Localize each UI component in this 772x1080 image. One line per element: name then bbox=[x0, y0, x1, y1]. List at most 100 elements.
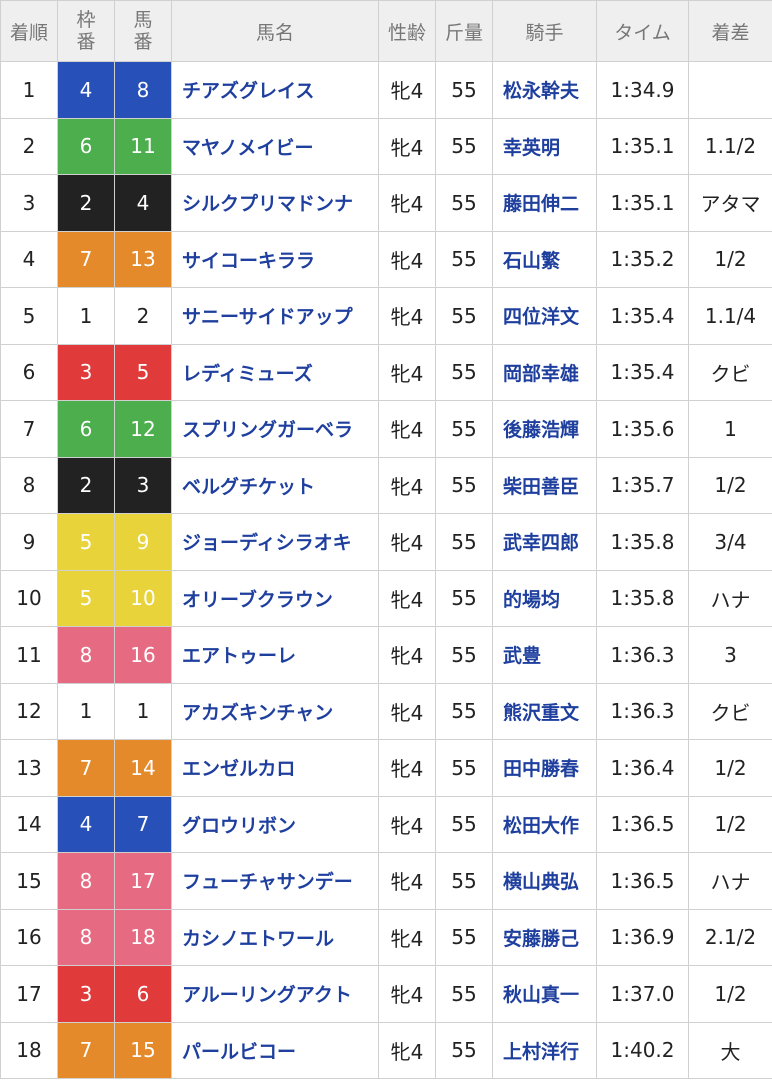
weight: 55 bbox=[435, 1021, 493, 1079]
result-row: 1 4 8 チアズグレイス 牝4 55 松永幹夫 1:34.9 bbox=[0, 61, 772, 119]
result-row: 10 5 10 オリーブクラウン 牝4 55 的場均 1:35.8 ハナ bbox=[0, 569, 772, 627]
jockey: 武豊 bbox=[492, 626, 597, 684]
header-cell: 斤量 bbox=[435, 0, 493, 62]
time: 1:35.4 bbox=[596, 343, 689, 401]
time: 1:35.4 bbox=[596, 287, 689, 345]
weight: 55 bbox=[435, 626, 493, 684]
weight: 55 bbox=[435, 456, 493, 514]
frame: 8 bbox=[57, 852, 115, 910]
frame: 1 bbox=[57, 682, 115, 740]
weight: 55 bbox=[435, 117, 493, 175]
margin: 2.1/2 bbox=[688, 908, 772, 966]
header-cell: 着順 bbox=[0, 0, 58, 62]
horse-number: 18 bbox=[114, 908, 172, 966]
horse-number: 15 bbox=[114, 1021, 172, 1079]
weight: 55 bbox=[435, 965, 493, 1023]
horse-number: 9 bbox=[114, 513, 172, 571]
horse-number: 12 bbox=[114, 400, 172, 458]
result-row: 15 8 17 フューチャサンデー 牝4 55 横山典弘 1:36.5 ハナ bbox=[0, 852, 772, 910]
jockey: 田中勝春 bbox=[492, 739, 597, 797]
time: 1:36.5 bbox=[596, 852, 689, 910]
rank: 7 bbox=[0, 400, 58, 458]
rank: 5 bbox=[0, 287, 58, 345]
header-cell: 着差 bbox=[688, 0, 772, 62]
weight: 55 bbox=[435, 400, 493, 458]
sex-age: 牝4 bbox=[378, 626, 436, 684]
time: 1:34.9 bbox=[596, 61, 689, 119]
result-row: 13 7 14 エンゼルカロ 牝4 55 田中勝春 1:36.4 1/2 bbox=[0, 739, 772, 797]
time: 1:36.4 bbox=[596, 739, 689, 797]
rank: 4 bbox=[0, 230, 58, 288]
time: 1:40.2 bbox=[596, 1021, 689, 1079]
jockey: 安藤勝己 bbox=[492, 908, 597, 966]
rank: 18 bbox=[0, 1021, 58, 1079]
header-cell: 枠番 bbox=[57, 0, 115, 62]
header-cell: タイム bbox=[596, 0, 689, 62]
weight: 55 bbox=[435, 569, 493, 627]
horse-name: アルーリングアクト bbox=[171, 965, 379, 1023]
result-row: 5 1 2 サニーサイドアップ 牝4 55 四位洋文 1:35.4 1.1/4 bbox=[0, 287, 772, 345]
time: 1:35.1 bbox=[596, 174, 689, 232]
result-row: 4 7 13 サイコーキララ 牝4 55 石山繁 1:35.2 1/2 bbox=[0, 230, 772, 288]
sex-age: 牝4 bbox=[378, 852, 436, 910]
jockey: 武幸四郎 bbox=[492, 513, 597, 571]
rank: 13 bbox=[0, 739, 58, 797]
frame: 2 bbox=[57, 456, 115, 514]
sex-age: 牝4 bbox=[378, 400, 436, 458]
frame: 8 bbox=[57, 908, 115, 966]
jockey: 秋山真一 bbox=[492, 965, 597, 1023]
header-cell: 馬名 bbox=[171, 0, 379, 62]
weight: 55 bbox=[435, 513, 493, 571]
weight: 55 bbox=[435, 174, 493, 232]
horse-number: 4 bbox=[114, 174, 172, 232]
horse-number: 2 bbox=[114, 287, 172, 345]
frame: 1 bbox=[57, 287, 115, 345]
rank: 2 bbox=[0, 117, 58, 175]
rank: 11 bbox=[0, 626, 58, 684]
jockey: 岡部幸雄 bbox=[492, 343, 597, 401]
rank: 10 bbox=[0, 569, 58, 627]
margin: ハナ bbox=[688, 852, 772, 910]
horse-number: 14 bbox=[114, 739, 172, 797]
rank: 9 bbox=[0, 513, 58, 571]
time: 1:35.6 bbox=[596, 400, 689, 458]
time: 1:37.0 bbox=[596, 965, 689, 1023]
horse-number: 10 bbox=[114, 569, 172, 627]
margin: 1 bbox=[688, 400, 772, 458]
sex-age: 牝4 bbox=[378, 230, 436, 288]
horse-name: カシノエトワール bbox=[171, 908, 379, 966]
jockey: 横山典弘 bbox=[492, 852, 597, 910]
sex-age: 牝4 bbox=[378, 117, 436, 175]
margin: 3 bbox=[688, 626, 772, 684]
horse-name: パールビコー bbox=[171, 1021, 379, 1079]
frame: 6 bbox=[57, 400, 115, 458]
rank: 15 bbox=[0, 852, 58, 910]
result-row: 14 4 7 グロウリボン 牝4 55 松田大作 1:36.5 1/2 bbox=[0, 795, 772, 853]
rank: 1 bbox=[0, 61, 58, 119]
sex-age: 牝4 bbox=[378, 456, 436, 514]
sex-age: 牝4 bbox=[378, 682, 436, 740]
margin: クビ bbox=[688, 682, 772, 740]
margin: 大 bbox=[688, 1021, 772, 1079]
frame: 4 bbox=[57, 61, 115, 119]
jockey: 石山繁 bbox=[492, 230, 597, 288]
time: 1:36.3 bbox=[596, 682, 689, 740]
jockey: 四位洋文 bbox=[492, 287, 597, 345]
horse-name: エアトゥーレ bbox=[171, 626, 379, 684]
sex-age: 牝4 bbox=[378, 61, 436, 119]
horse-number: 7 bbox=[114, 795, 172, 853]
weight: 55 bbox=[435, 908, 493, 966]
horse-number: 8 bbox=[114, 61, 172, 119]
jockey: 後藤浩輝 bbox=[492, 400, 597, 458]
horse-number: 3 bbox=[114, 456, 172, 514]
header-text: 馬番 bbox=[133, 9, 153, 53]
frame: 7 bbox=[57, 230, 115, 288]
header-row: 着順 枠番 馬番 馬名 性齢 斤量 騎手 タイム 着差 bbox=[0, 0, 772, 62]
rank: 12 bbox=[0, 682, 58, 740]
result-row: 7 6 12 スプリングガーベラ 牝4 55 後藤浩輝 1:35.6 1 bbox=[0, 400, 772, 458]
jockey: 熊沢重文 bbox=[492, 682, 597, 740]
sex-age: 牝4 bbox=[378, 1021, 436, 1079]
time: 1:35.7 bbox=[596, 456, 689, 514]
jockey: 幸英明 bbox=[492, 117, 597, 175]
jockey: 的場均 bbox=[492, 569, 597, 627]
